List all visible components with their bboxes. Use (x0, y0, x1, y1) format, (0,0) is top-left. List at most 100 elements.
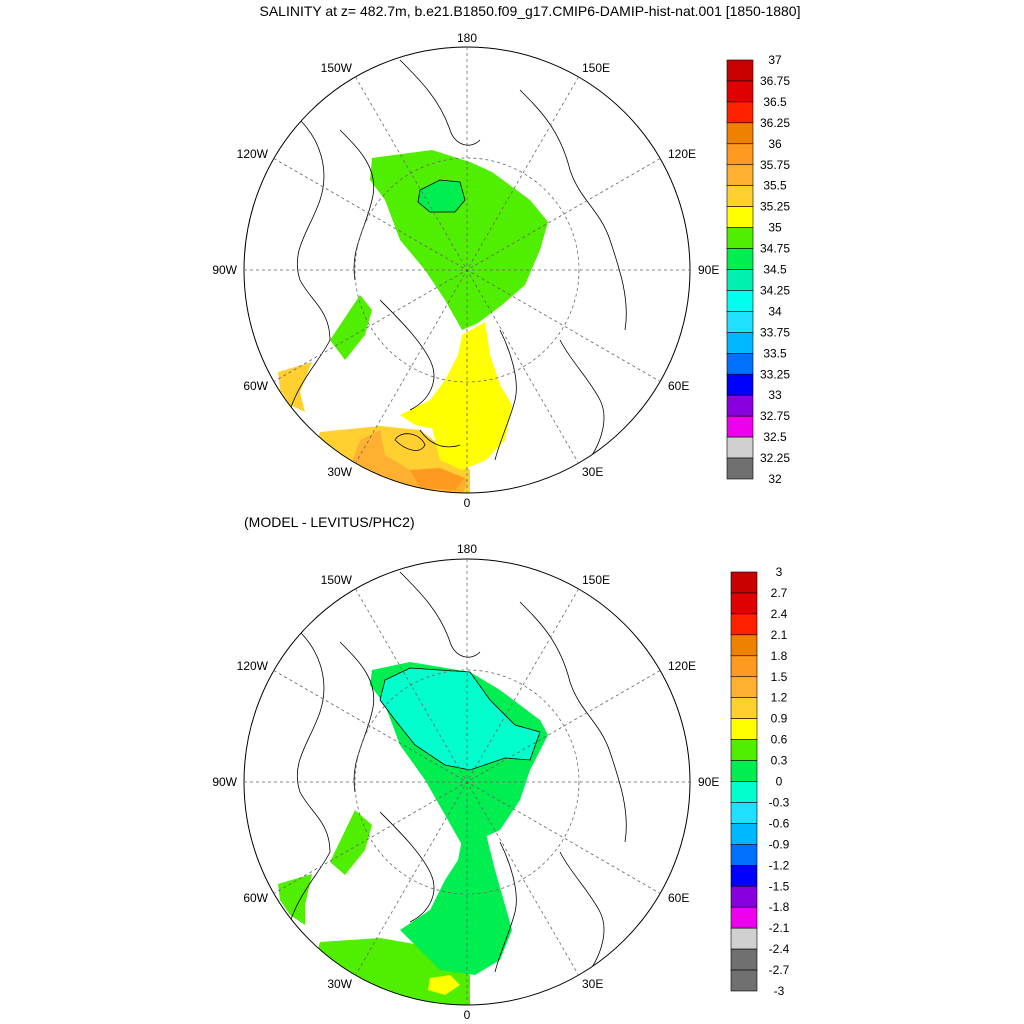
colorbar-top: 37 36.75 36.5 36.25 36 35.75 35.5 35.25 35 34.75 3… (726, 53, 790, 486)
colorbar-top-tick-label: 35.5 (763, 179, 787, 193)
colorbar-top-tick-label: 33.25 (760, 367, 790, 381)
colorbar-bottom-swatch (730, 655, 758, 678)
colorbar-bottom-tick-label: 2.1 (771, 628, 788, 642)
lon-label-60e-bottom: 60E (668, 891, 689, 905)
colorbar-bottom-swatch (730, 969, 758, 992)
colorbar-top-swatch (726, 290, 754, 312)
colorbar-top-tick-label: 36 (768, 137, 782, 151)
colorbar-bottom-swatch (730, 676, 758, 699)
colorbar-bottom-tick-label: -0.3 (769, 795, 790, 809)
arctic-basin-bottom (379, 667, 541, 771)
lon-label-120e-bottom: 120E (668, 659, 696, 673)
lon-label-120w-bottom: 120W (237, 659, 269, 673)
colorbar-top-tick-label: 34.75 (760, 242, 790, 256)
bottom-polar-map: 180 0 150W 150E 120W 120E 90W 90E 60W 60… (212, 542, 719, 1022)
colorbar-bottom-tick-label: 0.6 (771, 733, 788, 747)
colorbar-bottom-tick-label: -1.2 (769, 858, 790, 872)
nordic-seas-left (400, 380, 445, 430)
nordic-seas-bottom (400, 830, 512, 975)
lon-label-0-bottom: 0 (464, 1008, 471, 1022)
colorbar-top-swatch (726, 143, 754, 166)
colorbar-bottom-swatch (730, 592, 758, 615)
colorbar-bottom-tick-label: 0.9 (771, 712, 788, 726)
lon-label-60w-top: 60W (243, 379, 268, 393)
lon-label-180-bottom: 180 (457, 542, 477, 556)
arctic-basin-core (417, 179, 466, 213)
colorbar-top-swatch (726, 311, 754, 333)
colorbar-top-swatch (726, 59, 754, 82)
lon-label-90w-top: 90W (212, 263, 237, 277)
colorbar-top-tick-label: 37 (768, 53, 782, 67)
colorbar-bottom-swatch (730, 634, 758, 657)
lon-label-30e-top: 30E (582, 465, 603, 479)
lon-label-90e-top: 90E (698, 263, 719, 277)
plot-title: SALINITY at z= 482.7m, b.e21.B1850.f09_g… (259, 3, 801, 19)
colorbar-top-tick-label: 36.75 (760, 74, 790, 88)
lon-label-150w-bottom: 150W (321, 573, 353, 587)
colorbar-bottom-swatch (730, 844, 758, 866)
lon-label-60e-top: 60E (668, 379, 689, 393)
colorbar-bottom-tick-label: -0.9 (769, 837, 790, 851)
colorbar-bottom-tick-label: 3 (776, 565, 783, 579)
colorbar-bottom-swatch (730, 864, 758, 887)
colorbar-bottom-swatch (730, 906, 758, 929)
colorbar-bottom-swatch (730, 697, 758, 719)
coastlines-bottom (289, 571, 627, 983)
colorbar-top-tick-label: 32.75 (760, 409, 790, 423)
colorbar-top-tick-label: 35.25 (760, 200, 790, 214)
colorbar-bottom-swatch (730, 781, 758, 803)
lon-label-60w-bottom: 60W (243, 891, 268, 905)
colorbar-bottom-tick-label: 2.7 (771, 586, 788, 600)
colorbar-top-swatch (726, 269, 754, 291)
colorbar-top-tick-label: 35.75 (760, 158, 790, 172)
colorbar-bottom-swatch (730, 802, 758, 824)
colorbar-top-swatch (726, 248, 754, 270)
colorbar-top-swatch (726, 80, 754, 103)
colorbar-top-tick-label: 32 (768, 472, 782, 486)
lon-label-150w-top: 150W (321, 61, 353, 75)
colorbar-top-swatch (726, 185, 754, 207)
colorbar-bottom-tick-label: -2.7 (769, 963, 790, 977)
colorbar-top-tick-label: 32.25 (760, 451, 790, 465)
colorbar-bottom-swatch (730, 885, 758, 908)
colorbar-bottom-swatch (730, 823, 758, 845)
colorbar-bottom-tick-label: -1.8 (769, 900, 790, 914)
lon-label-120w-top: 120W (237, 147, 269, 161)
colorbar-bottom-tick-label: -0.6 (769, 816, 790, 830)
coastlines-top (289, 59, 627, 471)
colorbar-top-swatch (726, 352, 754, 375)
lon-label-150e-top: 150E (582, 61, 610, 75)
colorbar-top-tick-label: 34.25 (760, 283, 790, 297)
lon-label-30e-bottom: 30E (582, 977, 603, 991)
colorbar-top-swatch (726, 101, 754, 124)
labrador-sea-region (278, 362, 312, 412)
arctic-basin-region (370, 150, 548, 330)
colorbar-bottom-swatch (730, 927, 758, 950)
colorbar-top-swatch (726, 206, 754, 228)
colorbar-top-tick-label: 36.25 (760, 116, 790, 130)
nordic-seas-region (430, 322, 512, 470)
colorbar-bottom-tick-label: -3 (774, 984, 785, 998)
colorbar-top-tick-label: 36.5 (763, 95, 787, 109)
labrador-sea-bottom (278, 874, 312, 925)
colorbar-bottom-tick-label: 0.3 (771, 754, 788, 768)
lon-label-0-top: 0 (464, 496, 471, 510)
colorbar-bottom-tick-label: -2.4 (769, 942, 790, 956)
difference-subtitle: (MODEL - LEVITUS/PHC2) (244, 514, 415, 530)
colorbar-top-swatch (726, 122, 754, 145)
colorbar-top-swatch (726, 332, 754, 354)
lon-label-90e-bottom: 90E (698, 775, 719, 789)
colorbar-bottom-tick-label: 0 (776, 775, 783, 789)
lon-label-150e-bottom: 150E (582, 573, 610, 587)
baffin-bay-bottom (330, 810, 372, 875)
colorbar-bottom-tick-label: 1.2 (771, 691, 788, 705)
lon-label-30w-top: 30W (327, 465, 352, 479)
colorbar-bottom-swatch (730, 613, 758, 636)
lon-label-180-top: 180 (457, 31, 477, 45)
colorbar-top-swatch (726, 394, 754, 417)
colorbar-bottom-swatch (730, 760, 758, 782)
colorbar-top-swatch (726, 164, 754, 187)
colorbar-top-tick-label: 33 (768, 388, 782, 402)
colorbar-top-tick-label: 35 (768, 221, 782, 235)
